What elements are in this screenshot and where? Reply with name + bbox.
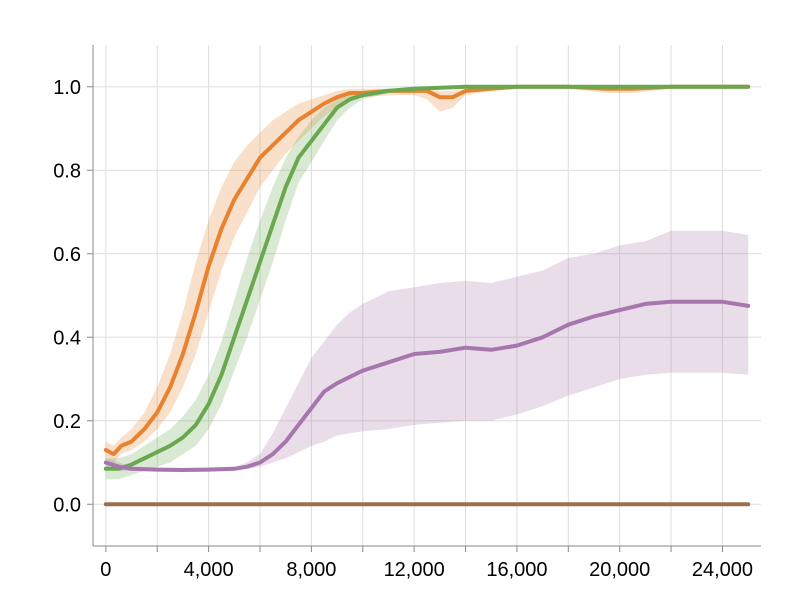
x-tick-label: 12,000 <box>384 559 445 581</box>
x-tick-label: 4,000 <box>184 559 234 581</box>
series-lines <box>103 84 751 507</box>
y-axis-ticks: 0.0 0.2 0.4 0.6 0.8 1.0 <box>53 77 93 516</box>
x-tick-label: 16,000 <box>486 559 547 581</box>
x-tick-label: 24,000 <box>692 559 753 581</box>
y-tick-label: 1.0 <box>53 77 81 99</box>
x-tick-label: 8,000 <box>286 559 336 581</box>
axes <box>92 45 761 547</box>
y-tick-label: 0.6 <box>53 244 81 266</box>
series-3-line <box>103 299 751 472</box>
y-tick-label: 0.4 <box>53 327 81 349</box>
y-tick-label: 0.0 <box>53 494 81 516</box>
x-gridlines <box>105 45 723 546</box>
x-tick-label: 20,000 <box>589 559 650 581</box>
series-2-band <box>105 86 749 480</box>
y-tick-label: 0.8 <box>53 160 81 182</box>
series-2-line <box>103 84 751 471</box>
x-tick-label: 0 <box>100 559 111 581</box>
y-tick-label: 0.2 <box>53 411 81 433</box>
x-axis-ticks: 0 4,000 8,000 12,000 16,000 20,000 24,000 <box>100 546 753 581</box>
